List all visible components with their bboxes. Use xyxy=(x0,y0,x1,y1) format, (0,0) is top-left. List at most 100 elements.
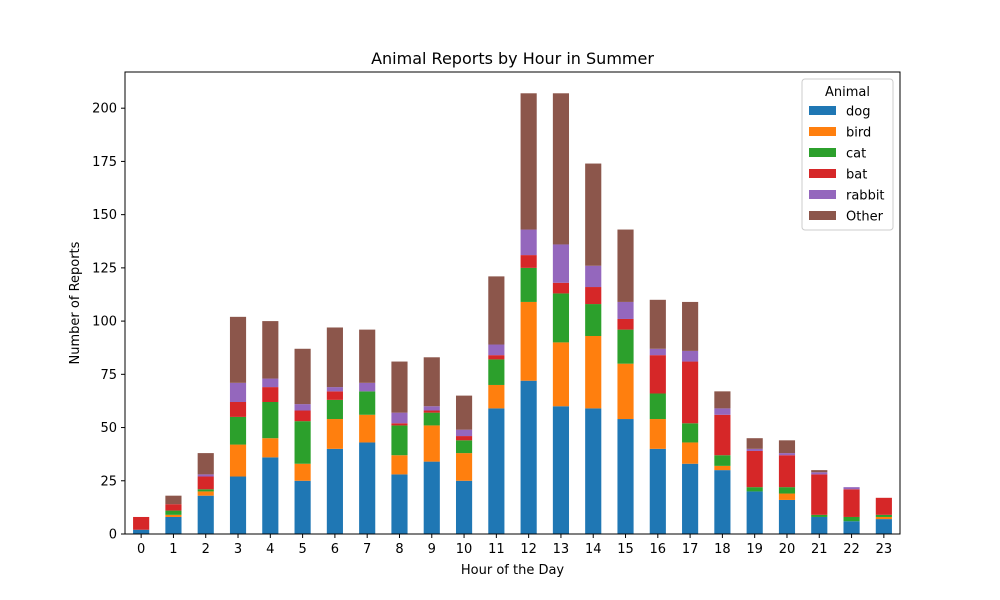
y-axis-ticks: 0 25 50 75 100 125 150 175 200 xyxy=(92,102,125,543)
bar-bat-hour-22 xyxy=(843,489,860,517)
bar-bat-hour-10 xyxy=(455,436,473,441)
bar-bird-hour-12 xyxy=(520,301,537,381)
x-tick-label: 8 xyxy=(395,542,403,557)
bar-other-hour-1 xyxy=(165,495,182,505)
bar-rabbit-hour-16 xyxy=(649,348,666,356)
bar-other-hour-11 xyxy=(488,276,505,345)
bar-bat-hour-20 xyxy=(778,455,796,488)
bar-dog-hour-1 xyxy=(165,516,182,534)
bar-cat-hour-14 xyxy=(585,304,602,336)
bar-rabbit-hour-19 xyxy=(746,448,763,451)
bar-bat-hour-18 xyxy=(714,414,731,456)
legend-label-rabbit: rabbit xyxy=(846,189,885,204)
bar-other-hour-12 xyxy=(520,93,537,230)
bar-other-hour-6 xyxy=(326,327,343,388)
bar-bird-hour-2 xyxy=(197,491,214,496)
bar-dog-hour-2 xyxy=(197,495,214,534)
bar-bird-hour-20 xyxy=(778,493,796,500)
bar-bat-hour-1 xyxy=(165,504,182,511)
bar-dog-hour-10 xyxy=(455,480,473,534)
bar-rabbit-hour-4 xyxy=(262,378,279,388)
x-tick-label: 20 xyxy=(779,542,796,557)
bar-cat-hour-20 xyxy=(778,487,796,494)
bar-other-hour-13 xyxy=(552,93,570,245)
bar-other-hour-8 xyxy=(391,361,408,413)
bar-dog-hour-7 xyxy=(359,442,376,534)
bar-other-hour-19 xyxy=(746,438,763,449)
x-tick-label: 9 xyxy=(428,542,436,557)
bar-dog-hour-22 xyxy=(843,521,860,534)
bar-dog-hour-13 xyxy=(552,406,570,534)
legend-label-bird: bird xyxy=(846,126,871,141)
y-axis-label: Number of Reports xyxy=(68,241,83,364)
bar-dog-hour-21 xyxy=(811,516,828,534)
x-tick-label: 7 xyxy=(363,542,371,557)
bar-other-hour-14 xyxy=(585,163,602,266)
bar-bird-hour-1 xyxy=(165,514,182,517)
bar-rabbit-hour-20 xyxy=(778,453,796,456)
bar-bat-hour-23 xyxy=(875,497,892,515)
bar-bird-hour-4 xyxy=(262,438,279,458)
y-tick-label: 125 xyxy=(92,261,117,276)
x-tick-label: 5 xyxy=(298,542,306,557)
bar-bat-hour-6 xyxy=(326,391,343,400)
bar-rabbit-hour-21 xyxy=(811,472,828,475)
bar-dog-hour-8 xyxy=(391,474,408,534)
y-tick-label: 50 xyxy=(100,421,117,436)
bar-rabbit-hour-5 xyxy=(294,404,311,411)
legend-swatch-bird xyxy=(809,127,836,136)
bar-bird-hour-18 xyxy=(714,465,731,471)
bar-bat-hour-8 xyxy=(391,423,408,426)
bar-bird-hour-16 xyxy=(649,419,666,449)
bar-dog-hour-17 xyxy=(682,463,699,534)
bar-other-hour-20 xyxy=(778,440,796,454)
bar-bird-hour-8 xyxy=(391,455,408,475)
legend-swatch-cat xyxy=(809,148,836,157)
legend-label-bat: bat xyxy=(846,168,867,183)
bar-rabbit-hour-12 xyxy=(520,229,537,256)
bar-other-hour-2 xyxy=(197,453,214,475)
bar-other-hour-9 xyxy=(423,357,440,407)
bar-cat-hour-6 xyxy=(326,399,343,420)
bar-dog-hour-14 xyxy=(585,408,602,534)
bar-rabbit-hour-8 xyxy=(391,412,408,424)
bar-cat-hour-19 xyxy=(746,487,763,492)
x-tick-label: 15 xyxy=(617,542,634,557)
legend-label-cat: cat xyxy=(846,147,866,162)
bar-cat-hour-12 xyxy=(520,267,537,302)
bar-cat-hour-13 xyxy=(552,293,570,343)
bar-dog-hour-23 xyxy=(875,519,892,534)
bar-cat-hour-2 xyxy=(197,489,214,492)
bar-dog-hour-4 xyxy=(262,457,279,534)
bar-rabbit-hour-7 xyxy=(359,382,376,392)
chart-title: Animal Reports by Hour in Summer xyxy=(371,49,654,68)
x-tick-label: 6 xyxy=(331,542,339,557)
bar-cat-hour-10 xyxy=(455,440,473,454)
bar-rabbit-hour-14 xyxy=(585,265,602,288)
bar-dog-hour-11 xyxy=(488,408,505,534)
bar-other-hour-17 xyxy=(682,301,699,351)
bar-dog-hour-5 xyxy=(294,480,311,534)
bar-bat-hour-5 xyxy=(294,410,311,422)
bar-dog-hour-9 xyxy=(423,461,440,534)
legend-title: Animal xyxy=(825,85,870,100)
bar-cat-hour-18 xyxy=(714,455,731,466)
x-tick-label: 23 xyxy=(876,542,893,557)
bar-rabbit-hour-10 xyxy=(455,429,473,437)
bar-bat-hour-14 xyxy=(585,287,602,305)
x-tick-label: 10 xyxy=(456,542,473,557)
bar-dog-hour-20 xyxy=(778,499,796,534)
bar-other-hour-18 xyxy=(714,391,731,409)
bar-other-hour-5 xyxy=(294,348,311,405)
x-tick-label: 17 xyxy=(682,542,699,557)
bar-bird-hour-13 xyxy=(552,342,570,407)
bar-rabbit-hour-13 xyxy=(552,244,570,283)
bar-bat-hour-3 xyxy=(229,402,247,417)
bar-bird-hour-9 xyxy=(423,425,440,462)
x-tick-label: 19 xyxy=(746,542,763,557)
bar-dog-hour-15 xyxy=(617,419,634,534)
bar-bird-hour-7 xyxy=(359,414,376,443)
bar-dog-hour-16 xyxy=(649,448,666,534)
x-tick-label: 3 xyxy=(234,542,242,557)
